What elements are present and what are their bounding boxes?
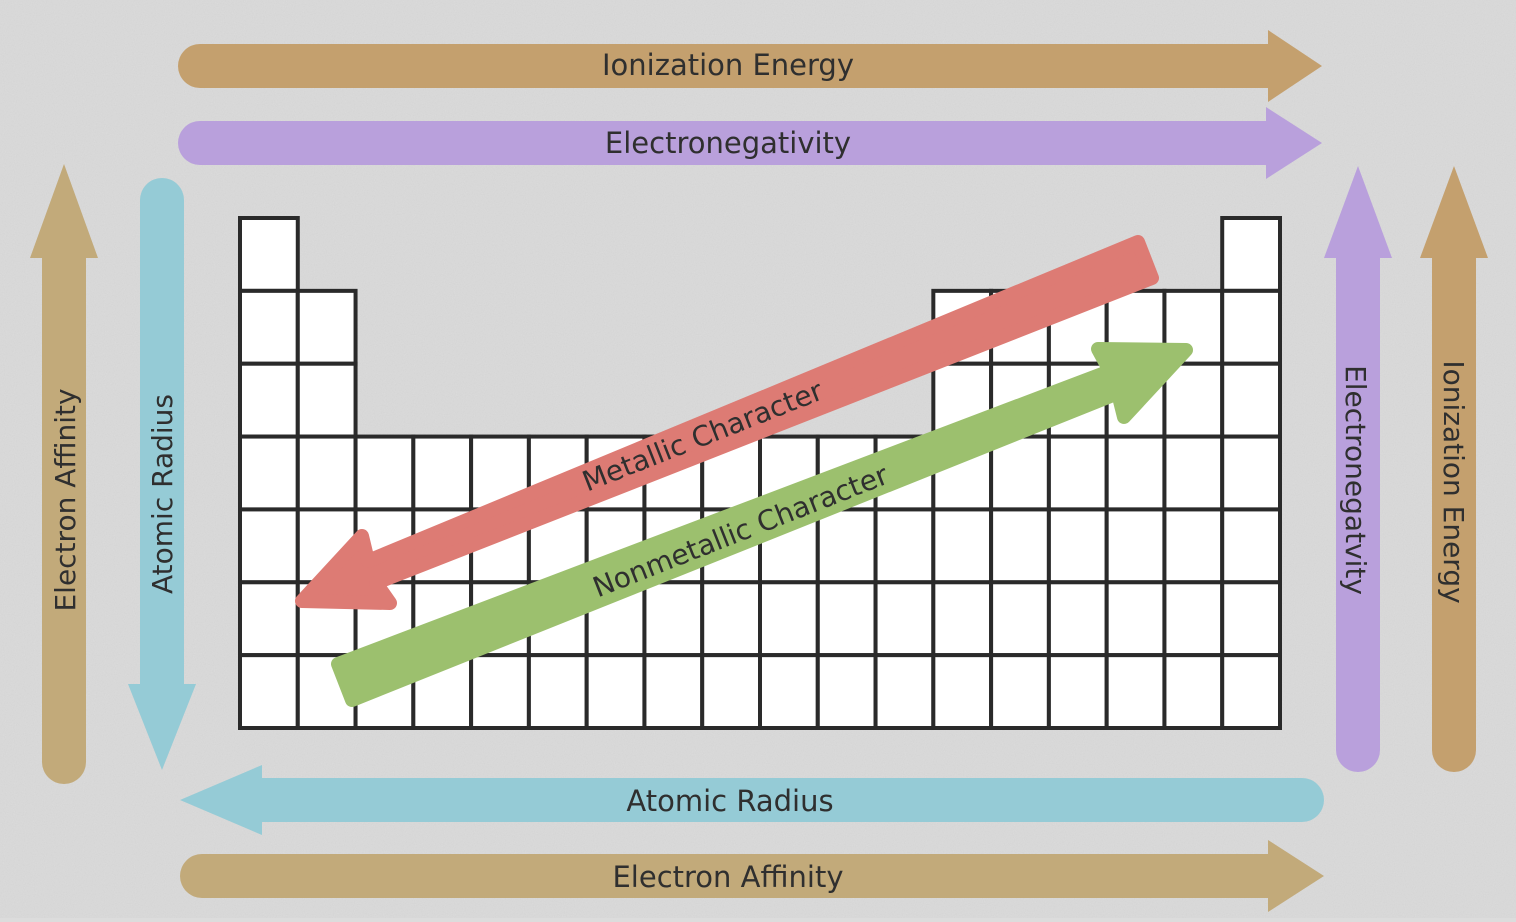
table-cell — [642, 653, 705, 731]
ionization-energy-label-right: Ionization Energy — [1437, 360, 1470, 603]
table-cell — [815, 507, 878, 585]
atomic-radius-label-left: Atomic Radius — [146, 394, 179, 594]
table-cell — [1162, 653, 1225, 731]
table-cell — [238, 653, 300, 731]
ionization-energy-arrow-right: Ionization Energy — [1420, 166, 1488, 772]
electron-affinity-arrow-bottom: Electron Affinity — [180, 840, 1324, 912]
table-cell — [1104, 507, 1167, 585]
table-cell — [353, 434, 416, 512]
table-cell — [931, 507, 994, 585]
table-cell — [758, 580, 820, 658]
table-cell — [238, 216, 300, 293]
ionization-energy-label-top: Ionization Energy — [602, 48, 854, 82]
table-cell — [1220, 580, 1282, 658]
table-cell — [1162, 507, 1225, 585]
electronegativity-label-top: Electronegativity — [605, 126, 851, 160]
table-cell — [700, 580, 763, 658]
table-cell — [469, 653, 531, 731]
table-cell — [1220, 216, 1282, 293]
electronegativity-arrow-right: Electronegatvity — [1324, 166, 1392, 772]
table-cell — [1220, 361, 1282, 439]
table-cell — [1220, 434, 1282, 512]
table-cell — [758, 653, 820, 731]
electron-affinity-label-bottom: Electron Affinity — [612, 860, 843, 894]
ionization-energy-arrow-top: Ionization Energy — [178, 30, 1322, 102]
table-cell — [1046, 580, 1109, 658]
table-cell — [1162, 580, 1225, 658]
table-cell — [989, 580, 1051, 658]
table-cell — [1104, 653, 1167, 731]
table-cell — [1046, 434, 1109, 512]
table-cell — [1220, 288, 1282, 366]
table-cell — [238, 507, 300, 585]
table-cell — [1220, 507, 1282, 585]
table-cell — [295, 288, 358, 366]
atomic-radius-arrow-bottom: Atomic Radius — [180, 765, 1324, 835]
table-cell — [295, 361, 358, 439]
table-cell — [931, 580, 994, 658]
table-cell — [411, 434, 474, 512]
electronegativity-arrow-top: Electronegativity — [178, 107, 1322, 179]
table-cell — [1220, 653, 1282, 731]
table-cell — [1046, 507, 1109, 585]
table-cell — [526, 653, 589, 731]
periodic-table-outline — [238, 216, 1282, 731]
table-cell — [584, 653, 647, 731]
table-cell — [815, 580, 878, 658]
table-cell — [815, 653, 878, 731]
table-cell — [238, 434, 300, 512]
table-cell — [1104, 434, 1167, 512]
table-cell — [873, 653, 936, 731]
table-cell — [642, 580, 705, 658]
table-cell — [989, 507, 1051, 585]
table-cell — [873, 580, 936, 658]
table-cell — [873, 507, 936, 585]
table-cell — [238, 288, 300, 366]
electronegativity-label-right: Electronegatvity — [1339, 365, 1372, 595]
table-cell — [700, 653, 763, 731]
table-cell — [989, 653, 1051, 731]
table-cell — [1162, 434, 1225, 512]
table-cell — [1104, 580, 1167, 658]
table-cell — [238, 361, 300, 439]
table-cell — [1162, 361, 1225, 439]
atomic-radius-label-bottom: Atomic Radius — [626, 784, 833, 818]
table-cell — [931, 653, 994, 731]
table-cell — [238, 580, 300, 658]
table-cell — [1046, 653, 1109, 731]
atomic-radius-arrow-left: Atomic Radius — [128, 178, 196, 770]
electron-affinity-arrow-left: Electron Affinity — [30, 164, 98, 784]
electron-affinity-label-left: Electron Affinity — [49, 388, 82, 611]
table-cell — [295, 434, 358, 512]
